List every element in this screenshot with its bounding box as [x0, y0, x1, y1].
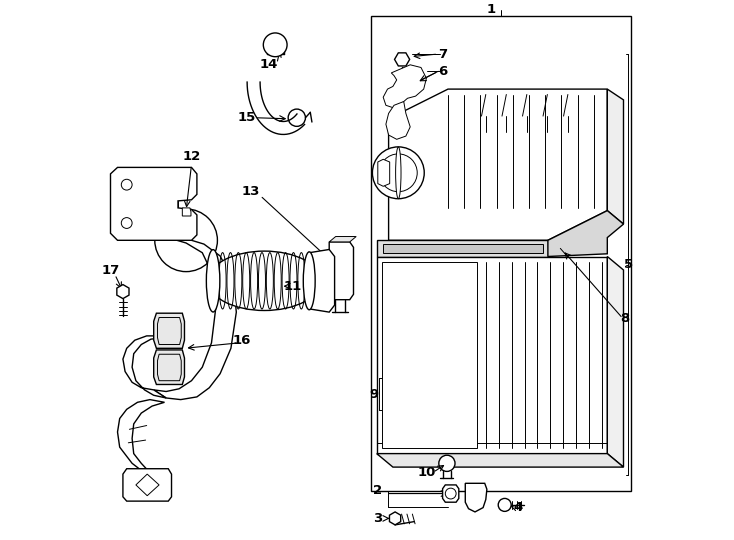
Polygon shape [330, 242, 354, 300]
Polygon shape [383, 244, 542, 253]
Ellipse shape [303, 252, 315, 310]
Circle shape [121, 179, 132, 190]
Polygon shape [377, 240, 548, 256]
Text: 5: 5 [624, 258, 633, 271]
Text: 8: 8 [620, 312, 630, 325]
Circle shape [121, 218, 132, 228]
Polygon shape [390, 512, 401, 525]
Polygon shape [383, 65, 426, 108]
Circle shape [379, 154, 417, 192]
Polygon shape [388, 89, 607, 240]
Polygon shape [395, 53, 410, 66]
Text: 1: 1 [487, 3, 495, 16]
Circle shape [439, 455, 455, 471]
Polygon shape [330, 237, 356, 242]
Polygon shape [386, 102, 410, 139]
Ellipse shape [208, 251, 321, 310]
Text: 10: 10 [417, 466, 435, 479]
Bar [382, 262, 476, 448]
Polygon shape [123, 469, 172, 501]
Text: 13: 13 [241, 185, 260, 198]
Polygon shape [548, 211, 623, 256]
Polygon shape [117, 400, 164, 476]
Polygon shape [136, 474, 159, 496]
Circle shape [498, 498, 511, 511]
Polygon shape [111, 167, 197, 240]
Polygon shape [607, 89, 623, 224]
Text: 17: 17 [101, 264, 120, 276]
Circle shape [372, 147, 424, 199]
Text: 9: 9 [369, 388, 379, 401]
Polygon shape [377, 256, 607, 454]
Circle shape [446, 488, 456, 499]
Polygon shape [309, 249, 335, 312]
Polygon shape [465, 483, 487, 512]
Bar [371, 16, 631, 491]
Text: 15: 15 [238, 111, 256, 124]
Polygon shape [377, 454, 623, 467]
Polygon shape [153, 313, 184, 348]
Text: 6: 6 [438, 65, 447, 78]
Ellipse shape [206, 249, 220, 312]
Text: 7: 7 [438, 48, 447, 60]
Circle shape [264, 33, 287, 57]
Text: 14: 14 [260, 58, 278, 71]
Polygon shape [123, 336, 166, 398]
Text: 12: 12 [182, 150, 200, 163]
Polygon shape [153, 350, 184, 384]
Text: 11: 11 [283, 280, 302, 293]
Text: 4: 4 [514, 501, 523, 514]
Polygon shape [182, 208, 191, 216]
Text: 2: 2 [373, 484, 382, 497]
Text: 3: 3 [373, 512, 382, 525]
Polygon shape [117, 285, 129, 299]
Text: 16: 16 [233, 334, 251, 347]
Ellipse shape [396, 147, 401, 199]
Polygon shape [443, 485, 459, 502]
Polygon shape [607, 256, 623, 467]
Polygon shape [153, 240, 236, 400]
Polygon shape [378, 159, 390, 186]
